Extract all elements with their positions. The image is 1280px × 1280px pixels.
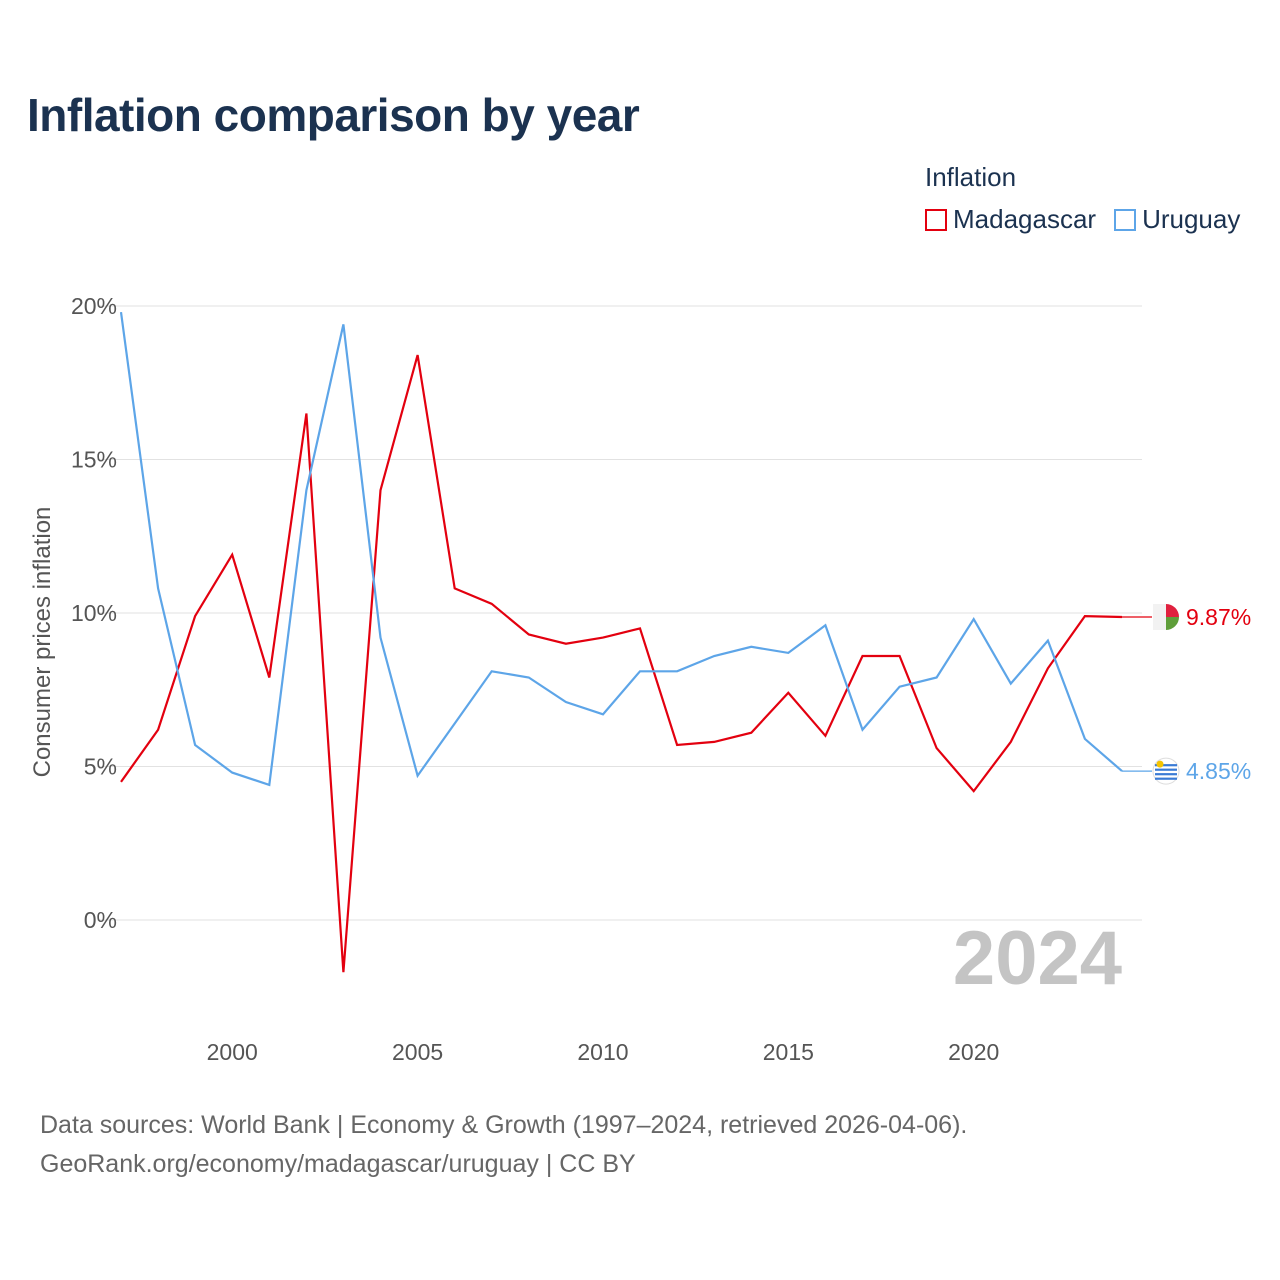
legend-label-madagascar: Madagascar [953,204,1097,234]
legend: Madagascar Uruguay [925,204,1240,235]
y-tick-label: 10% [71,600,117,626]
y-axis-label: Consumer prices inflation [29,507,56,778]
gridlines [97,305,1142,921]
end-value-label-uruguay: 4.85% [1186,758,1251,784]
flag-stripe [1155,773,1177,776]
x-tick-label: 2020 [948,1039,999,1065]
flag-green-part [1166,616,1179,630]
source-line-1: Data sources: World Bank | Economy & Gro… [40,1111,968,1139]
series-lines [119,311,1123,973]
x-axis-ticks: 2000 2005 2010 2015 2020 [207,1039,1000,1065]
flag-stripe [1155,777,1177,780]
source-note: Data sources: World Bank | Economy & Gro… [40,1106,967,1184]
flag-stripe [1155,768,1177,771]
legend-title: Inflation [925,162,1017,192]
flag-stripe [1155,764,1177,767]
x-tick-label: 2000 [207,1039,258,1065]
y-tick-label: 15% [71,447,117,473]
legend-label-uruguay: Uruguay [1142,204,1241,234]
madagascar-swatch [925,208,947,231]
x-tick-label: 2005 [392,1039,443,1065]
y-tick-label: 20% [71,293,117,319]
flag-sun [1156,760,1164,768]
highlight-year: 2024 [953,916,1122,1001]
end-value-label-madagascar: 9.87% [1186,604,1251,630]
y-tick-label: 5% [84,754,117,780]
flag-red-part [1166,603,1179,617]
legend-item-madagascar[interactable]: Madagascar [925,204,1096,235]
x-tick-label: 2010 [577,1039,628,1065]
end-markers: 9.87% 4.85% [1122,603,1251,785]
flag-white-part [1153,603,1166,630]
legend-item-uruguay[interactable]: Uruguay [1114,204,1240,235]
y-tick-label: 0% [84,907,117,933]
chart-title: Inflation comparison by year [27,89,640,141]
series-line-madagascar [120,354,1123,973]
uruguay-flag-icon [1152,757,1180,785]
y-axis-ticks: 0% 5% 10% 15% 20% [71,293,117,933]
series-line-uruguay [119,311,1123,787]
source-line-2[interactable]: GeoRank.org/economy/madagascar/uruguay |… [40,1150,636,1178]
uruguay-swatch [1114,208,1137,231]
x-tick-label: 2015 [763,1039,814,1065]
